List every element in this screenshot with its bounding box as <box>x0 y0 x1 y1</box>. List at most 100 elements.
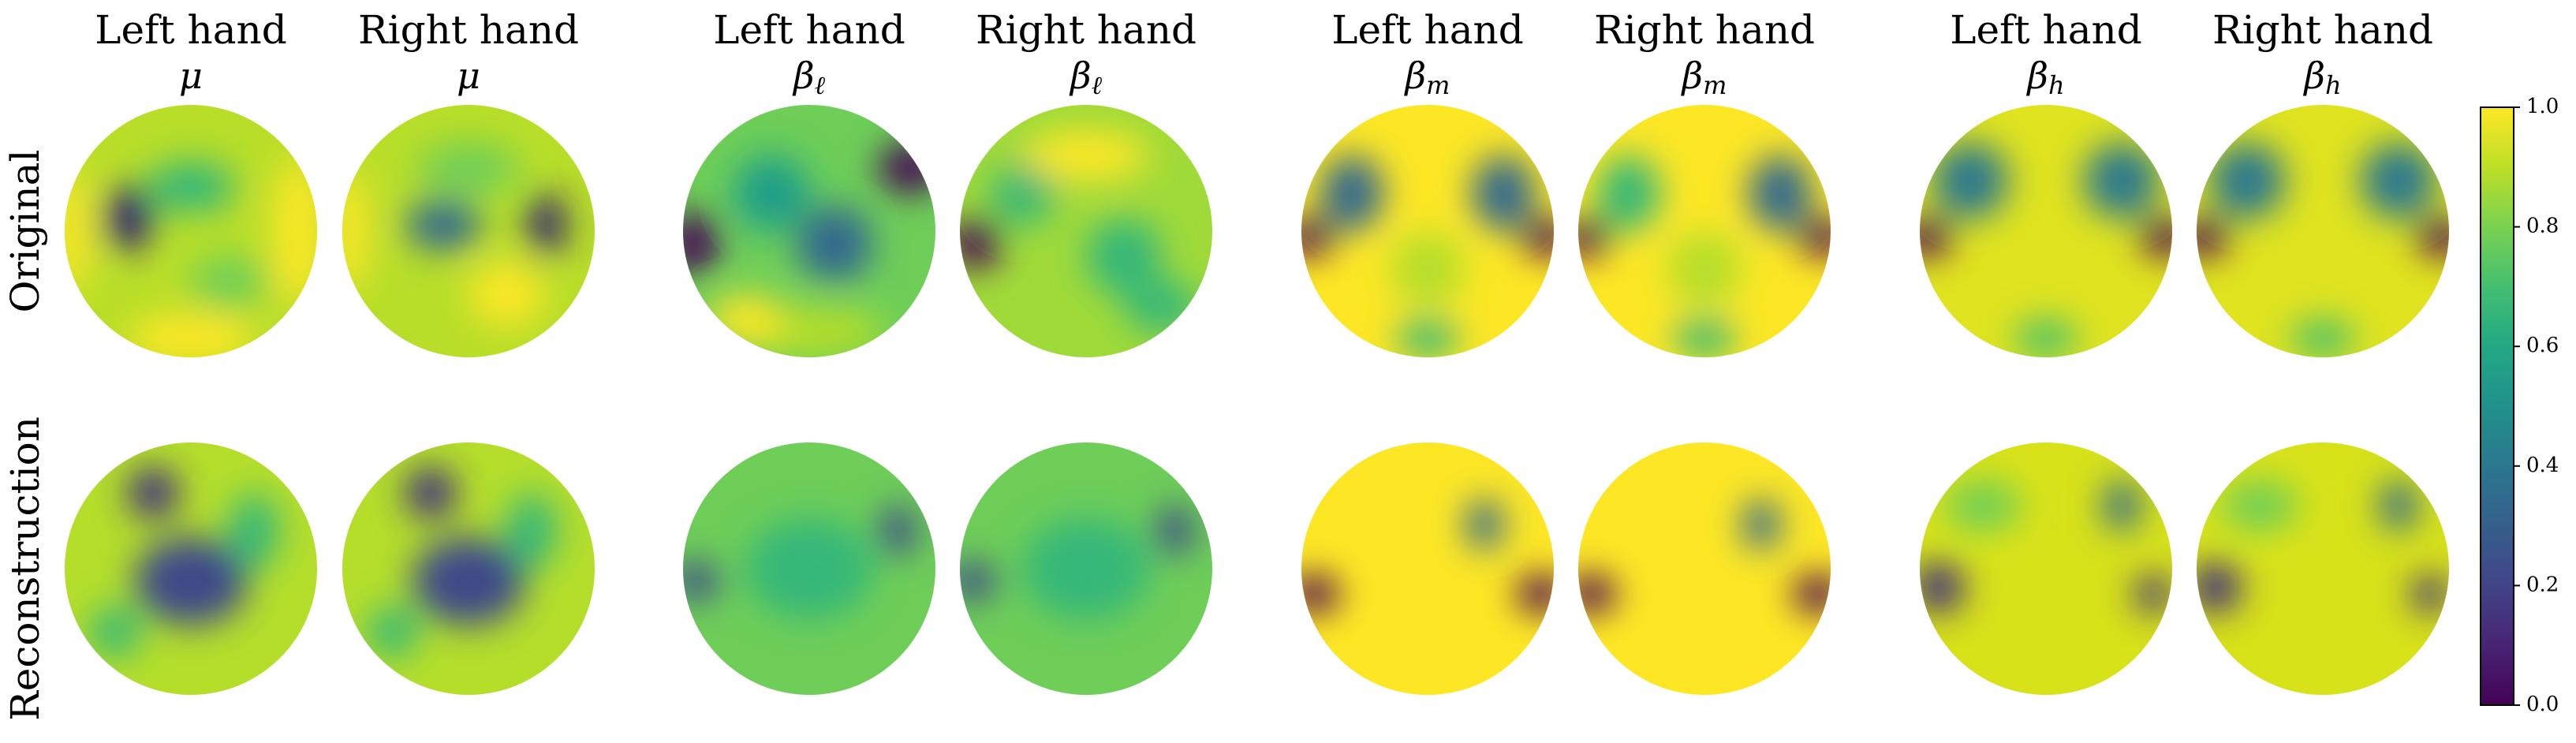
symbol-subscript: h <box>2048 70 2065 100</box>
colorbar-tick-label: 0.6 <box>2526 334 2559 357</box>
map-blob <box>960 218 1001 269</box>
map-blob <box>229 493 279 569</box>
symbol: β <box>2302 54 2325 97</box>
panel-title: Right hand <box>358 7 579 53</box>
topomap <box>683 105 935 357</box>
panel-symbol: βh <box>2025 54 2064 100</box>
symbol: β <box>792 54 815 97</box>
panel-title: Right hand <box>1594 7 1815 53</box>
map-blob <box>2197 562 2241 613</box>
panel-symbol: μ <box>179 54 203 97</box>
panel-title: Left hand <box>95 7 287 53</box>
map-blobs <box>1578 155 1831 357</box>
topomap <box>683 442 935 695</box>
map-blob <box>506 493 557 569</box>
colorbar-tick-label: 0.8 <box>2526 215 2559 238</box>
map-blob <box>1799 218 1831 256</box>
map-blob <box>2141 218 2172 256</box>
map-blob <box>1578 575 1616 613</box>
topomap <box>1920 442 2172 695</box>
map-blob <box>147 162 235 212</box>
symbol: μ <box>457 54 480 97</box>
map-blob <box>1920 562 1964 613</box>
map-blobs <box>1920 480 2172 613</box>
map-blob <box>1667 231 1742 307</box>
map-blob <box>683 562 721 600</box>
symbol: β <box>1681 54 1704 97</box>
map-blob <box>1465 499 1503 550</box>
panel-title: Left hand <box>1950 7 2142 53</box>
topomap <box>2197 442 2449 695</box>
topomap <box>342 105 595 357</box>
colorbar-tick-label: 0.2 <box>2526 573 2559 596</box>
map-blob <box>128 313 254 357</box>
topomap <box>342 442 595 695</box>
map-blob <box>2197 218 2228 256</box>
panel-title: Right hand <box>976 7 1197 53</box>
map-blob <box>991 162 1055 225</box>
panel-title: Right hand <box>2212 7 2433 53</box>
row-label: Original <box>2 150 48 313</box>
map-blob <box>405 200 481 250</box>
map-blob <box>1086 218 1162 294</box>
map-blob <box>1390 231 1465 307</box>
map-blob <box>1516 575 1554 613</box>
map-blob <box>405 468 456 518</box>
map-base <box>1301 442 1554 695</box>
symbol-subscript: h <box>2325 70 2342 100</box>
map-blob <box>960 562 998 600</box>
map-blob <box>103 187 153 250</box>
map-blob <box>2103 480 2141 531</box>
map-blob <box>134 537 248 625</box>
map-blob <box>128 468 178 518</box>
map-blob <box>528 193 566 256</box>
map-blobs <box>960 506 1193 619</box>
colorbar-tick-label: 0.0 <box>2526 693 2559 716</box>
map-blobs <box>683 143 935 357</box>
map-blob <box>879 143 935 193</box>
map-blob <box>2411 575 2449 613</box>
map-blobs <box>1920 143 2172 357</box>
map-blob <box>2380 480 2417 531</box>
map-blob <box>342 168 368 294</box>
row-label: Reconstruction <box>2 416 48 721</box>
map-blob <box>1932 143 2008 218</box>
map-blobs <box>1578 499 1831 613</box>
symbol-subscript: ℓ <box>815 70 826 100</box>
panel-symbol: μ <box>457 54 480 97</box>
map-blob <box>2417 218 2449 256</box>
map-blobs <box>2197 143 2449 357</box>
topomap <box>960 105 1212 357</box>
map-blob <box>1023 130 1149 181</box>
map-blob <box>418 143 519 193</box>
topomap <box>65 105 317 357</box>
topomap <box>1301 105 1554 357</box>
topomap <box>960 442 1212 695</box>
map-blob <box>734 155 809 231</box>
topomap <box>65 442 317 695</box>
map-blob <box>1023 518 1149 619</box>
map-blob <box>708 294 784 345</box>
map-blobs <box>1301 155 1554 357</box>
map-blob <box>1124 282 1200 332</box>
panel-symbol: βℓ <box>792 54 826 100</box>
map-blob <box>1301 575 1339 613</box>
map-blob <box>1320 155 1383 231</box>
map-blob <box>683 212 719 275</box>
map-blobs <box>65 155 317 357</box>
map-blob <box>1578 218 1610 256</box>
map-blob <box>1793 575 1831 613</box>
panel-title: Left hand <box>713 7 905 53</box>
panel-symbol: βm <box>1681 54 1727 100</box>
map-blob <box>797 206 872 282</box>
map-blob <box>2084 143 2160 218</box>
symbol-subscript: ℓ <box>1092 70 1103 100</box>
map-base <box>1920 442 2172 695</box>
map-blob <box>879 506 917 556</box>
map-blob <box>1945 480 2021 531</box>
symbol: β <box>2025 54 2048 97</box>
map-blobs <box>683 506 917 619</box>
panel-symbol: βm <box>1404 54 1450 100</box>
map-blob <box>191 256 267 307</box>
